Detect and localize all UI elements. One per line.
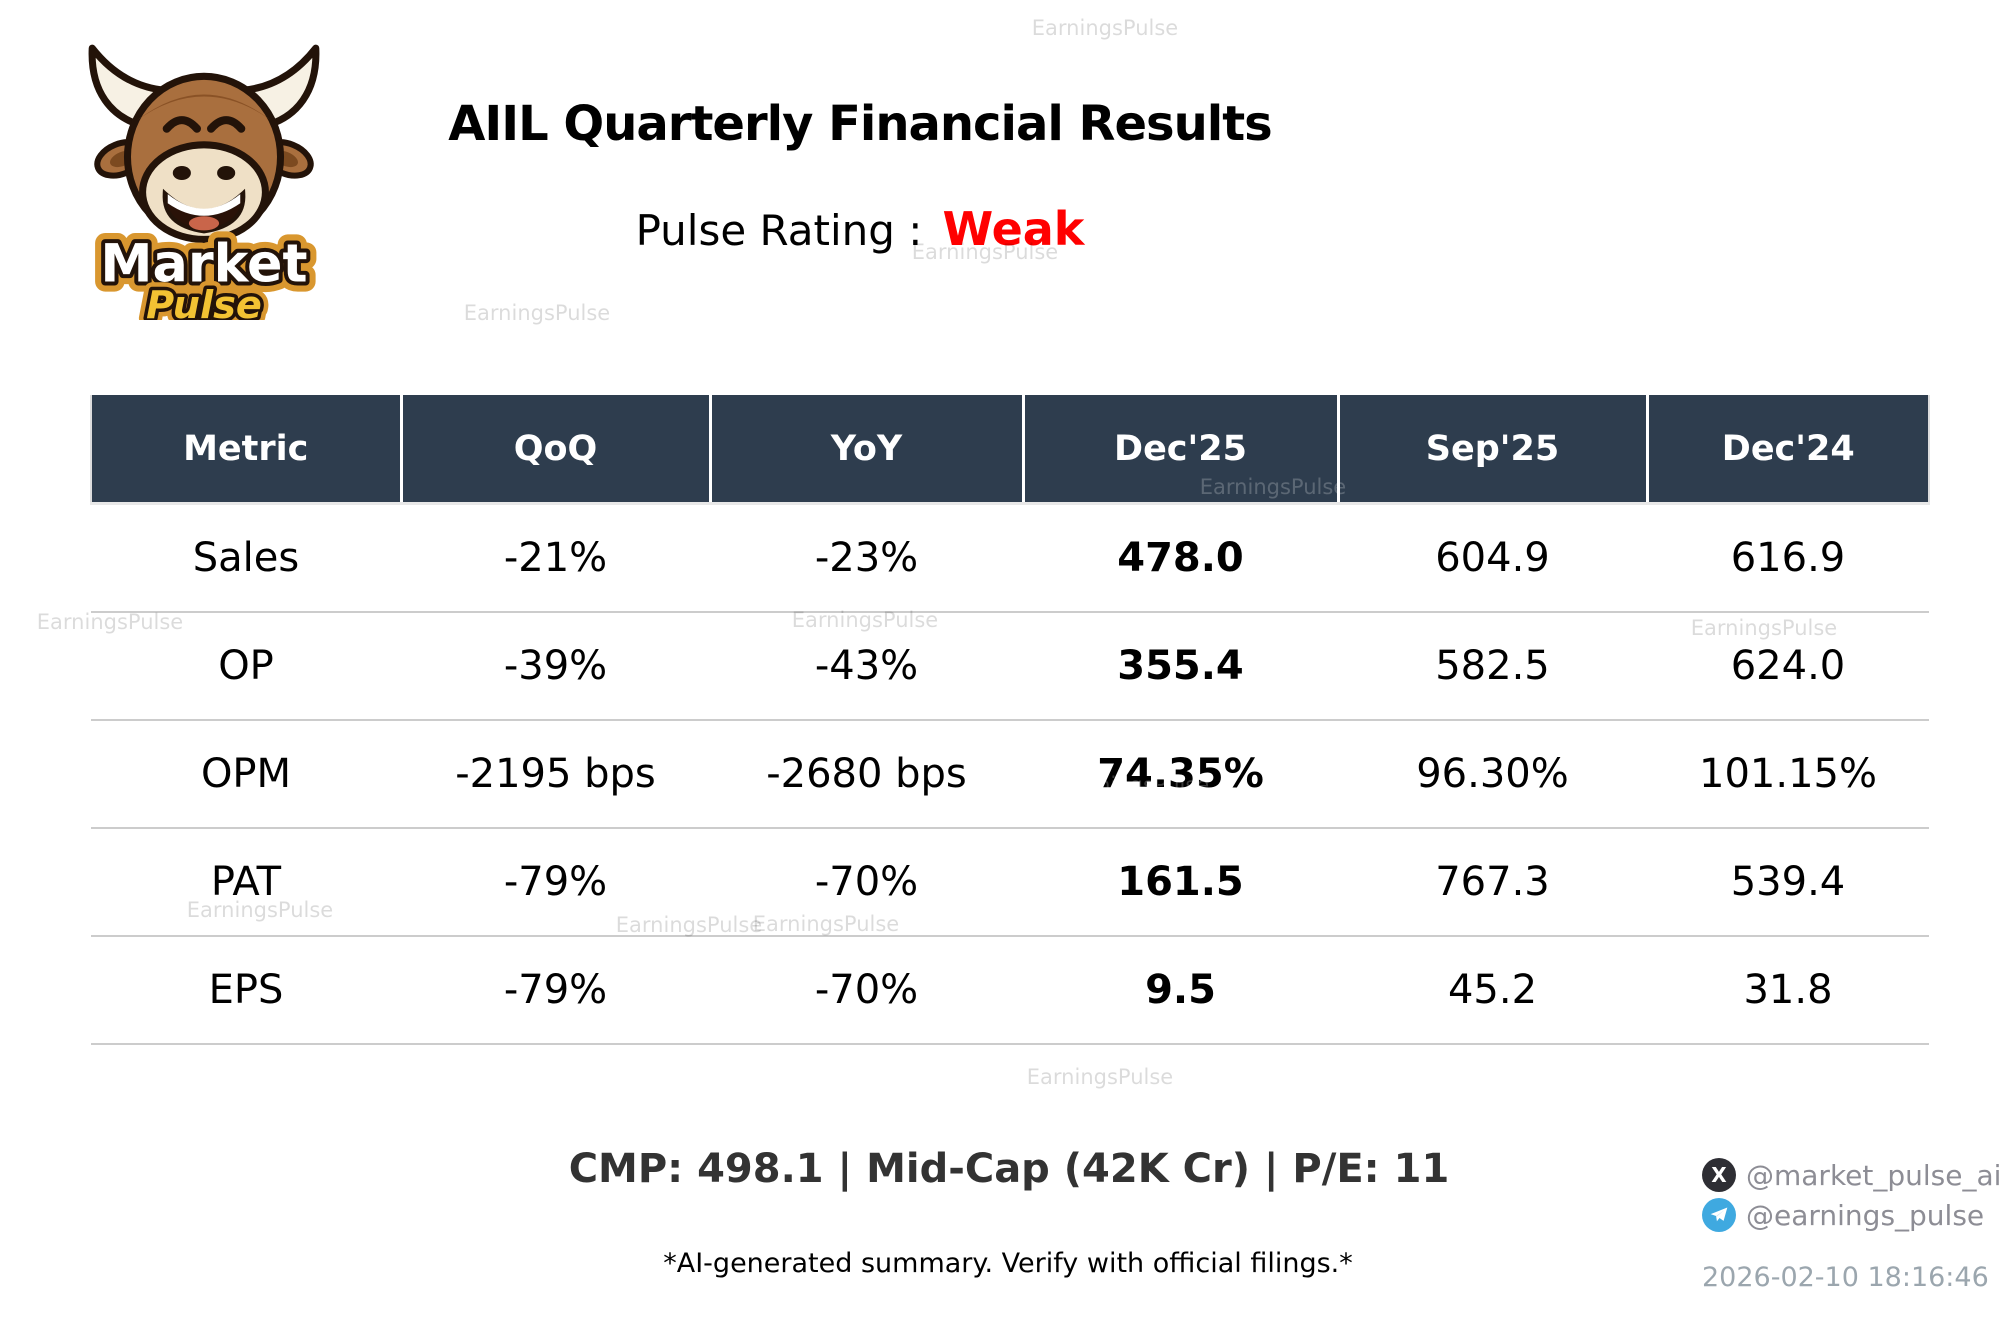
table-row: PAT -79% -70% 161.5 767.3 539.4 xyxy=(91,828,1929,937)
value-cell: 161.5 xyxy=(1023,828,1338,937)
pulse-rating-label: Pulse Rating : xyxy=(635,206,923,255)
value-cell: -2195 bps xyxy=(401,720,710,829)
x-handle: @market_pulse_ai xyxy=(1746,1158,2002,1192)
paper-plane-icon xyxy=(1710,1207,1728,1222)
watermark-text: EarningsPulse xyxy=(1026,1065,1174,1089)
disclaimer-text: *AI-generated summary. Verify with offic… xyxy=(663,1248,1353,1279)
value-cell: 101.15% xyxy=(1647,720,1929,829)
value-cell: 582.5 xyxy=(1338,612,1647,721)
value-cell: 767.3 xyxy=(1338,828,1647,937)
value-cell: -79% xyxy=(401,936,710,1045)
cmp-summary: CMP: 498.1 | Mid-Cap (42K Cr) | P/E: 11 xyxy=(568,1146,1450,1192)
column-header-dec24: Dec'24 xyxy=(1645,395,1930,505)
table-row: OP -39% -43% 355.4 582.5 624.0 xyxy=(91,612,1929,721)
value-cell: -70% xyxy=(710,936,1023,1045)
metric-label: EPS xyxy=(91,936,401,1045)
heading-block: AIIL Quarterly Financial Results Pulse R… xyxy=(0,0,1720,256)
page-title: AIIL Quarterly Financial Results xyxy=(448,96,1273,152)
column-header-sep25: Sep'25 xyxy=(1336,395,1647,505)
table-row: Sales -21% -23% 478.0 604.9 616.9 xyxy=(91,503,1929,613)
table-body: Sales -21% -23% 478.0 604.9 616.9 OP -39% -43% 35… xyxy=(91,503,1929,1045)
value-cell: 31.8 xyxy=(1647,936,1929,1045)
pulse-rating-line: Pulse Rating : Weak xyxy=(0,202,1720,256)
social-block: X @market_pulse_ai @earnings_pulse 2026-… xyxy=(1702,1158,2001,1293)
watermark-text: EarningsPulse xyxy=(463,301,611,325)
value-cell: 624.0 xyxy=(1647,612,1929,721)
column-header-yoy: YoY xyxy=(708,395,1023,505)
value-cell: 45.2 xyxy=(1338,936,1647,1045)
telegram-handle: @earnings_pulse xyxy=(1746,1198,1985,1232)
brand-line2: Pulse xyxy=(146,283,262,320)
x-icon: X xyxy=(1702,1158,1736,1192)
table-header-row: Metric QoQ YoY Dec'25 Sep'25 Dec'24 xyxy=(90,395,1930,505)
value-cell: 478.0 xyxy=(1023,503,1338,613)
telegram-handle-row: @earnings_pulse xyxy=(1702,1198,2001,1232)
timestamp: 2026-02-10 18:16:46 xyxy=(1702,1262,1989,1293)
value-cell: -70% xyxy=(710,828,1023,937)
metric-label: Sales xyxy=(91,503,401,613)
column-header-qoq: QoQ xyxy=(399,395,710,505)
metric-label: OPM xyxy=(91,720,401,829)
value-cell: 616.9 xyxy=(1647,503,1929,613)
value-cell: 355.4 xyxy=(1023,612,1338,721)
table-row: OPM -2195 bps -2680 bps 74.35% 96.30% 101.15% xyxy=(91,720,1929,829)
telegram-icon xyxy=(1702,1198,1736,1232)
value-cell: 539.4 xyxy=(1647,828,1929,937)
value-cell: -23% xyxy=(710,503,1023,613)
brand-line1: Market xyxy=(100,234,307,295)
pulse-rating-value: Weak xyxy=(942,202,1085,256)
value-cell: -43% xyxy=(710,612,1023,721)
value-cell: -79% xyxy=(401,828,710,937)
value-cell: -2680 bps xyxy=(710,720,1023,829)
financial-results-table: Metric QoQ YoY Dec'25 Sep'25 Dec'24 Sales -21%… xyxy=(90,395,1930,1045)
value-cell: -21% xyxy=(401,503,710,613)
value-cell: 74.35% xyxy=(1023,720,1338,829)
table-row: EPS -79% -70% 9.5 45.2 31.8 xyxy=(91,936,1929,1045)
value-cell: 96.30% xyxy=(1338,720,1647,829)
metric-label: PAT xyxy=(91,828,401,937)
value-cell: 9.5 xyxy=(1023,936,1338,1045)
x-handle-row: X @market_pulse_ai xyxy=(1702,1158,2001,1192)
value-cell: 604.9 xyxy=(1338,503,1647,613)
metric-label: OP xyxy=(91,612,401,721)
brand-line1-outline: Market xyxy=(100,234,307,295)
value-cell: -39% xyxy=(401,612,710,721)
column-header-metric: Metric xyxy=(90,395,401,505)
column-header-dec25: Dec'25 xyxy=(1021,395,1338,505)
